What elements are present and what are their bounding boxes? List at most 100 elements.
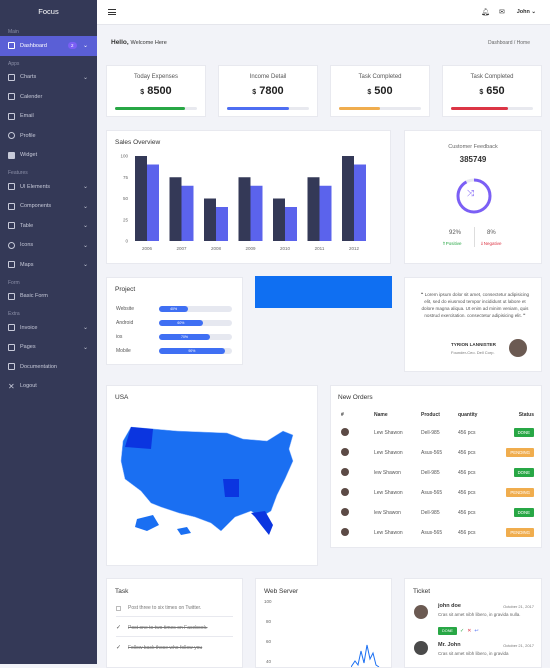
- customer-feedback-card: Customer Feedback 385749 ⤨ 92% 8% ⇑Posit…: [404, 130, 542, 264]
- checkbox[interactable]: [116, 605, 121, 611]
- sidebar-item-maps[interactable]: Maps ⌄: [0, 255, 97, 275]
- menu-icon[interactable]: [108, 9, 116, 15]
- stat-card-expenses: Today Expenses $8500: [106, 65, 206, 117]
- bar: [307, 177, 320, 241]
- status-badge: DONE: [513, 468, 534, 477]
- bar: [216, 207, 228, 241]
- section-apps: Apps: [8, 60, 20, 67]
- shuffle-icon: ⤨: [467, 188, 475, 198]
- table-icon: [8, 222, 15, 230]
- check-icon[interactable]: ✓: [116, 624, 122, 631]
- ticket-actions: DONE ✓ ✕ ↩: [438, 627, 479, 635]
- sidebar-item-ui-elements[interactable]: UI Elements ⌄: [0, 177, 97, 197]
- mail-icon[interactable]: ✉: [499, 9, 505, 16]
- map-icon: [8, 261, 15, 269]
- usa-map[interactable]: [117, 421, 307, 541]
- bar: [285, 207, 297, 241]
- y-tick-label: 100: [120, 154, 128, 159]
- sidebar-item-components[interactable]: Components ⌄: [0, 197, 97, 217]
- y-tick-label: 50: [123, 196, 129, 201]
- chevron-down-icon: ⌄: [82, 223, 88, 230]
- section-extra: Extra: [8, 311, 20, 317]
- x-tick-label: 2011: [315, 246, 325, 251]
- home-icon: [8, 42, 15, 50]
- sidebar-item-icons[interactable]: Icons ⌄: [0, 236, 97, 256]
- task-item[interactable]: ✓ Post one to two times on Facebook.: [116, 624, 208, 632]
- progress-bar: [115, 107, 197, 110]
- section-main: Main: [8, 29, 19, 35]
- x-tick-label: 2007: [176, 246, 187, 251]
- sales-bar-chart: 100 75 50 25 0 2006 2007 2008 2009 2010 2011 2012: [120, 154, 366, 251]
- calendar-icon: [8, 93, 15, 101]
- y-tick-label: 25: [123, 217, 129, 222]
- y-tick-label: 75: [123, 175, 129, 180]
- avatar: [414, 641, 428, 655]
- sidebar-item-documentation[interactable]: Documentation: [0, 357, 97, 377]
- table-row[interactable]: lew Shawon Dell-985 456 pcs DONE: [341, 463, 534, 483]
- bar: [273, 198, 285, 241]
- chevron-down-icon: ⌄: [82, 203, 88, 210]
- avatar: [414, 605, 428, 619]
- sidebar-item-pages[interactable]: Pages ⌄: [0, 338, 97, 358]
- chevron-down-icon: ⌄: [82, 74, 88, 81]
- positive-label: ⇑Positive: [442, 241, 462, 246]
- pages-icon: [8, 343, 15, 351]
- project-card: Project Website 40% Android 60% ios 70% …: [106, 277, 243, 365]
- testimonial-text: ❝ Lorem ipsum dolor sit amet, consectetu…: [420, 292, 530, 318]
- bar: [238, 177, 251, 241]
- bell-icon[interactable]: 🔔︎: [481, 9, 490, 16]
- status-badge: PENDING: [506, 488, 534, 497]
- status-badge: PENDING: [506, 528, 534, 537]
- bar: [169, 177, 182, 241]
- task-card: Task Post three to six times on Twitter.…: [106, 578, 243, 668]
- sidebar-item-dashboard[interactable]: Dashboard 2 ⌄: [0, 36, 97, 56]
- sidebar-item-invoice[interactable]: Invoice ⌄: [0, 318, 97, 338]
- avatar: [341, 468, 349, 476]
- brand-logo[interactable]: Focus: [38, 7, 59, 16]
- reply-icon[interactable]: ↩: [474, 628, 479, 634]
- task-item[interactable]: ✓ Follow back those who follow you: [116, 644, 203, 652]
- breadcrumb-dashboard[interactable]: Dashboard: [488, 40, 513, 46]
- x-tick-label: 2008: [211, 246, 222, 251]
- sidebar-item-email[interactable]: Email: [0, 107, 97, 127]
- table-row[interactable]: Lew Shawon Asus-565 456 pcs PENDING: [341, 483, 534, 503]
- bar: [250, 185, 263, 241]
- stat-card-income: Income Detail $7800: [218, 65, 318, 117]
- chevron-down-icon: ⌄: [82, 242, 88, 249]
- ticket-card: Ticket john doe October 21, 2017 Cras si…: [404, 578, 542, 668]
- server-line-chart: [351, 644, 380, 667]
- progress-bar: [339, 107, 421, 110]
- sidebar-item-profile[interactable]: Profile: [0, 126, 97, 146]
- feedback-count: 385749: [459, 155, 487, 164]
- bar: [181, 185, 194, 241]
- table-row[interactable]: Lew Shawon Dell-985 456 pcs DONE: [341, 423, 534, 443]
- table-row[interactable]: lew Shawon Dell-985 456 pcs DONE: [341, 503, 534, 523]
- bar: [319, 185, 332, 241]
- sidebar-item-charts[interactable]: Charts ⌄: [0, 68, 97, 88]
- user-icon: [8, 132, 15, 140]
- sidebar-item-basic-form[interactable]: Basic Form: [0, 287, 97, 307]
- avatar: [341, 448, 349, 456]
- new-orders-card: New Orders # Name Product quantity Statu…: [330, 385, 542, 548]
- task-item[interactable]: Post three to six times on Twitter.: [116, 605, 201, 611]
- sidebar-item-logout[interactable]: ✕ Logout: [8, 381, 37, 391]
- orders-table: # Name Product quantity Status Lew Shawo…: [341, 407, 534, 543]
- table-row[interactable]: Lew Shawon Asus-565 456 pcs PENDING: [341, 443, 534, 463]
- form-icon: [8, 292, 15, 300]
- check-icon[interactable]: ✓: [116, 644, 122, 651]
- invoice-icon: [8, 324, 15, 332]
- testimonial-card: ❝ Lorem ipsum dolor sit amet, consectetu…: [404, 277, 542, 372]
- avatar: [341, 428, 349, 436]
- table-row[interactable]: Lew Shawon Asus-565 456 pcs PENDING: [341, 523, 534, 543]
- user-menu[interactable]: John ⌄: [516, 9, 536, 15]
- dashboard-badge: 2: [68, 42, 77, 49]
- sidebar-item-widget[interactable]: Widget: [0, 146, 97, 166]
- progress-bar: [227, 107, 309, 110]
- project-progress: 40%: [159, 306, 232, 312]
- sidebar-item-calender[interactable]: Calender: [0, 87, 97, 107]
- sidebar-item-table[interactable]: Table ⌄: [0, 216, 97, 236]
- avatar: [341, 488, 349, 496]
- check-icon[interactable]: ✓: [459, 628, 465, 634]
- chart-icon: [8, 73, 15, 81]
- close-icon[interactable]: ✕: [467, 628, 472, 634]
